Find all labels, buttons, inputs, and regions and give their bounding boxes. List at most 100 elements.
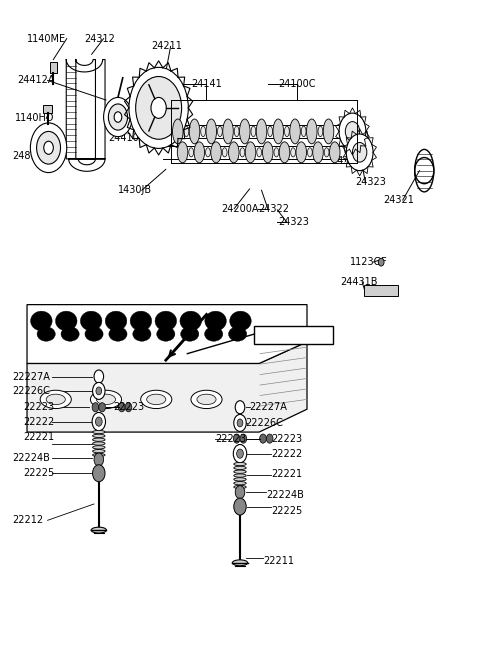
Ellipse shape — [257, 148, 262, 157]
Circle shape — [136, 77, 181, 140]
Ellipse shape — [205, 311, 227, 331]
Text: 24100C: 24100C — [278, 79, 316, 89]
Polygon shape — [49, 62, 57, 73]
Text: 24322: 24322 — [331, 157, 362, 166]
Ellipse shape — [230, 311, 251, 331]
Circle shape — [345, 122, 360, 141]
Ellipse shape — [130, 311, 152, 331]
Circle shape — [234, 498, 246, 515]
Ellipse shape — [61, 327, 79, 341]
Text: 24211: 24211 — [152, 41, 182, 52]
Ellipse shape — [285, 126, 289, 137]
Ellipse shape — [147, 394, 166, 405]
Ellipse shape — [232, 560, 248, 566]
Ellipse shape — [234, 485, 246, 489]
Text: 22212: 22212 — [12, 515, 44, 525]
Ellipse shape — [80, 311, 102, 331]
Ellipse shape — [228, 327, 247, 341]
Circle shape — [93, 465, 105, 481]
Ellipse shape — [245, 142, 256, 163]
Ellipse shape — [240, 148, 245, 157]
Ellipse shape — [234, 470, 246, 474]
Ellipse shape — [31, 311, 52, 331]
Text: 24312: 24312 — [84, 33, 115, 44]
Polygon shape — [364, 285, 398, 296]
Text: 24431B: 24431B — [340, 277, 378, 287]
Ellipse shape — [172, 119, 183, 144]
Ellipse shape — [197, 394, 216, 405]
Text: 22221: 22221 — [271, 469, 302, 479]
Ellipse shape — [180, 311, 202, 331]
Ellipse shape — [93, 453, 105, 457]
Text: 22227A: 22227A — [250, 402, 288, 412]
Ellipse shape — [141, 390, 172, 409]
Ellipse shape — [273, 119, 284, 144]
Text: 24323: 24323 — [278, 217, 309, 227]
Ellipse shape — [279, 142, 290, 163]
Ellipse shape — [324, 148, 329, 157]
Circle shape — [266, 434, 273, 443]
Text: 22223: 22223 — [271, 434, 302, 443]
Ellipse shape — [296, 142, 307, 163]
Ellipse shape — [268, 126, 273, 137]
Text: 1140HD: 1140HD — [15, 113, 55, 123]
Ellipse shape — [184, 126, 189, 137]
Text: 22227A: 22227A — [12, 371, 50, 381]
Ellipse shape — [256, 119, 267, 144]
Ellipse shape — [177, 142, 188, 163]
Circle shape — [104, 98, 132, 137]
Ellipse shape — [133, 327, 151, 341]
Circle shape — [94, 370, 104, 383]
Ellipse shape — [109, 327, 127, 341]
Ellipse shape — [307, 119, 317, 144]
Circle shape — [352, 143, 367, 162]
Ellipse shape — [85, 327, 103, 341]
Text: 22224B: 22224B — [12, 453, 50, 463]
Text: 22223: 22223 — [215, 434, 246, 443]
Circle shape — [237, 419, 243, 427]
Ellipse shape — [155, 311, 177, 331]
Ellipse shape — [40, 390, 72, 409]
Text: 22221: 22221 — [24, 432, 55, 441]
Ellipse shape — [234, 466, 246, 470]
Text: 24321: 24321 — [384, 195, 414, 205]
Ellipse shape — [251, 126, 256, 137]
Ellipse shape — [290, 119, 300, 144]
Ellipse shape — [234, 126, 239, 137]
Ellipse shape — [96, 394, 116, 405]
Ellipse shape — [189, 119, 200, 144]
Text: REF.20-221A: REF.20-221A — [257, 329, 330, 340]
Ellipse shape — [204, 327, 223, 341]
Ellipse shape — [263, 142, 273, 163]
Circle shape — [235, 401, 245, 414]
Ellipse shape — [291, 148, 296, 157]
Text: 24412A: 24412A — [17, 75, 55, 85]
Ellipse shape — [180, 327, 199, 341]
Polygon shape — [43, 105, 52, 113]
Circle shape — [260, 434, 266, 443]
Ellipse shape — [93, 449, 105, 453]
Circle shape — [240, 434, 247, 443]
Text: 24410: 24410 — [108, 133, 139, 143]
Circle shape — [93, 383, 105, 400]
Text: 22222: 22222 — [24, 417, 55, 426]
Text: 22225: 22225 — [24, 468, 55, 478]
Ellipse shape — [206, 119, 216, 144]
Ellipse shape — [234, 477, 246, 481]
Text: 22223: 22223 — [24, 402, 55, 412]
Ellipse shape — [234, 462, 246, 466]
Ellipse shape — [301, 126, 306, 137]
Text: 1123GF: 1123GF — [350, 257, 388, 267]
Ellipse shape — [211, 142, 221, 163]
Circle shape — [108, 104, 128, 130]
Ellipse shape — [90, 390, 121, 409]
Text: 22226C: 22226C — [245, 418, 283, 428]
Circle shape — [44, 141, 53, 155]
Text: 22211: 22211 — [263, 556, 294, 566]
Text: 24322: 24322 — [258, 204, 289, 214]
Text: 22226C: 22226C — [12, 386, 50, 396]
Polygon shape — [27, 342, 307, 432]
Ellipse shape — [56, 311, 77, 331]
Ellipse shape — [234, 474, 246, 477]
Ellipse shape — [318, 126, 323, 137]
